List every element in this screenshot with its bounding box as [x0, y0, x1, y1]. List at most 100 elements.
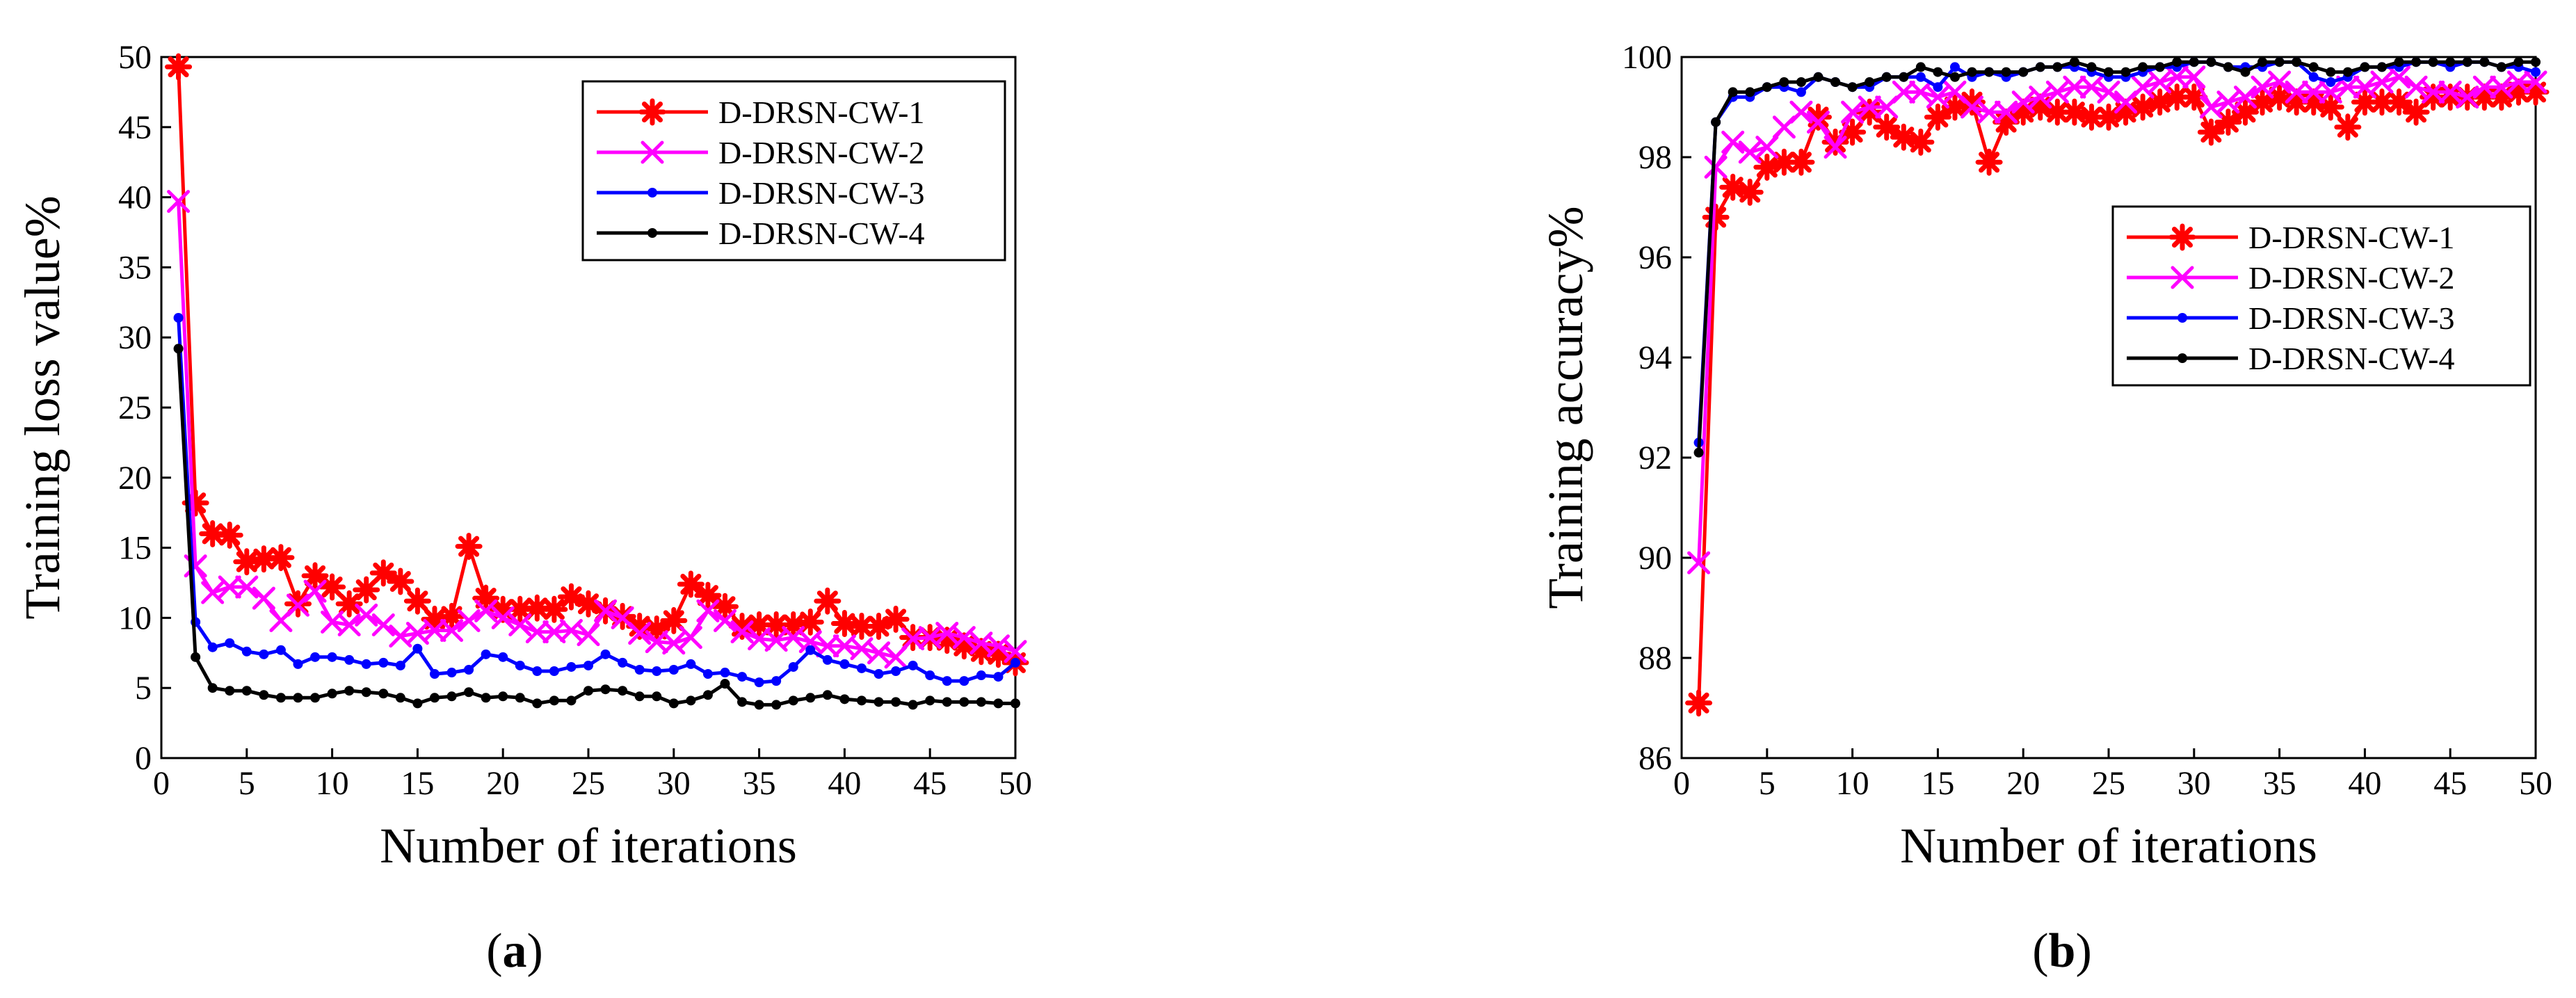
data-point [2112, 98, 2140, 126]
data-point [993, 698, 1004, 709]
data-point [1004, 640, 1027, 663]
data-point [235, 575, 259, 599]
data-point [1873, 113, 1901, 141]
data-point [369, 559, 397, 587]
data-point [2172, 57, 2182, 67]
x-tick-label: 30 [2177, 765, 2211, 802]
data-point [2086, 62, 2097, 72]
data-point [2422, 80, 2445, 104]
data-point [737, 697, 748, 707]
data-point [2283, 88, 2310, 116]
data-point [679, 626, 702, 650]
data-point [1995, 100, 2018, 124]
data-point [1704, 155, 1728, 179]
data-point [344, 686, 355, 696]
data-point [839, 694, 850, 705]
x-tick-label: 15 [1921, 765, 1954, 802]
data-point [481, 693, 491, 703]
y-tick-label: 20 [118, 460, 152, 497]
data-point [2370, 70, 2394, 94]
data-point [1881, 72, 1892, 82]
data-point [259, 649, 269, 659]
data-point [702, 690, 713, 700]
data-point [2180, 83, 2208, 111]
data-point [600, 684, 611, 695]
series-d-drsn-cw-1 [165, 53, 1029, 677]
data-point [2420, 83, 2447, 111]
data-point [1949, 62, 1960, 72]
data-point [1977, 100, 2001, 124]
data-point [686, 695, 696, 706]
x-tick-label: 45 [2433, 765, 2467, 802]
y-tick-label: 40 [118, 179, 152, 216]
data-point [1933, 82, 1943, 92]
data-point [2223, 62, 2233, 72]
data-point [403, 587, 431, 615]
data-point [446, 668, 457, 678]
data-point [1915, 72, 1926, 82]
data-point [856, 695, 867, 706]
y-tick-label: 5 [135, 670, 152, 707]
data-point [523, 594, 551, 622]
data-point [686, 659, 696, 669]
data-point [976, 670, 986, 681]
legend-marker [638, 98, 666, 126]
data-point [805, 645, 816, 655]
data-point [1915, 62, 1926, 72]
data-point [1755, 136, 1779, 159]
data-point [395, 660, 405, 670]
data-point [1789, 100, 1813, 124]
data-point [2531, 57, 2541, 67]
legend-marker [2168, 223, 2196, 251]
data-point [1685, 689, 1713, 717]
data-point [2018, 67, 2029, 77]
x-tick-label: 20 [2006, 765, 2040, 802]
data-point [2531, 67, 2541, 77]
y-tick-label: 94 [1639, 339, 1672, 376]
data-point [600, 649, 611, 659]
data-point [207, 683, 218, 693]
legend: D-DRSN-CW-1 D-DRSN-CW-2 D-DRSN-CW-3 D-DRSN-… [581, 80, 1006, 261]
data-point [250, 545, 277, 573]
data-point [908, 700, 918, 710]
data-point [720, 668, 730, 678]
data-point [252, 586, 275, 610]
data-point [1958, 88, 1986, 116]
data-point [275, 645, 286, 655]
data-point [1787, 148, 1815, 176]
data-point [2216, 90, 2240, 114]
data-point [2069, 57, 2079, 67]
data-point [1804, 103, 1832, 131]
legend-marker [647, 228, 657, 238]
data-point [566, 661, 577, 672]
data-point [1796, 77, 1806, 87]
data-point [1909, 80, 1933, 104]
data-point [2097, 80, 2120, 104]
panel-label: b [2049, 924, 2076, 978]
data-point [976, 697, 986, 707]
legend: D-DRSN-CW-1 D-DRSN-CW-2 D-DRSN-CW-3 D-DRSN-… [2111, 205, 2531, 387]
data-point [1719, 173, 1747, 201]
data-point [2504, 78, 2532, 106]
data-point [2001, 67, 2011, 77]
panel-label: a [503, 924, 527, 978]
data-point [1847, 82, 1858, 92]
data-point [1011, 657, 1020, 668]
data-point [652, 691, 662, 702]
x-tick-label: 40 [828, 765, 861, 802]
data-point [2411, 57, 2422, 67]
data-point [225, 686, 235, 696]
data-point [2394, 57, 2404, 67]
data-point [2266, 83, 2294, 111]
data-point [2462, 57, 2472, 67]
data-point [748, 627, 771, 651]
data-point [165, 53, 193, 81]
data-point [737, 672, 748, 682]
data-point [1770, 148, 1798, 176]
data-point [455, 533, 483, 561]
data-point [2061, 98, 2088, 126]
data-point [319, 573, 346, 601]
data-point [967, 638, 995, 666]
data-point [498, 652, 508, 662]
data-point [925, 695, 935, 706]
